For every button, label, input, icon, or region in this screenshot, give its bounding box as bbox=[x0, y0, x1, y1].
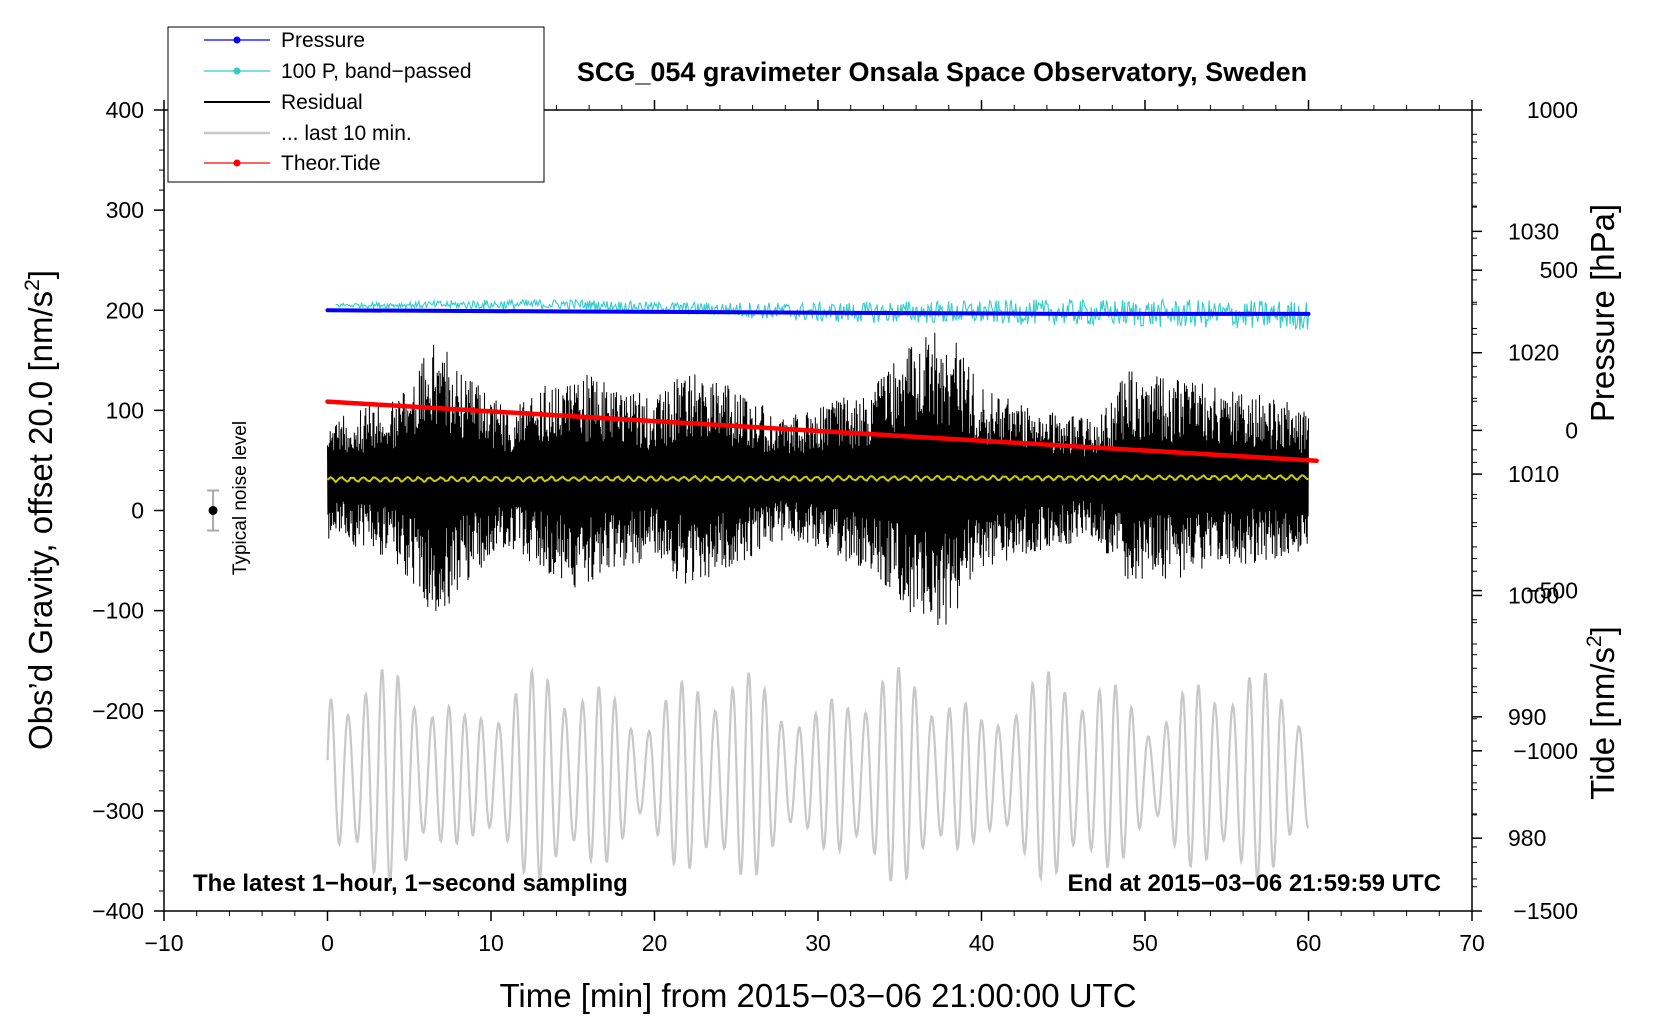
series-pressure bbox=[325, 308, 1311, 316]
chart-title: SCG_054 gravimeter Onsala Space Observat… bbox=[577, 57, 1307, 87]
series-last-10-min bbox=[326, 666, 1310, 884]
legend-label-tide: Theor.Tide bbox=[281, 152, 381, 175]
series-residual-mean bbox=[326, 473, 1309, 484]
pressure-tick-label: 1010 bbox=[1508, 461, 1559, 487]
x-tick-label: 50 bbox=[1132, 930, 1158, 956]
pressure-tick-label: 1020 bbox=[1508, 340, 1559, 366]
x-tick-label: 60 bbox=[1296, 930, 1322, 956]
legend-marker-bandpassed bbox=[233, 67, 241, 75]
pressure-tick-label: 1030 bbox=[1508, 218, 1559, 244]
legend-marker-tide bbox=[233, 159, 241, 167]
legend-label-bandpassed: 100 P, band−passed bbox=[281, 60, 472, 83]
pressure-tick-label: 980 bbox=[1508, 825, 1546, 851]
tide-tick-label: −1500 bbox=[1513, 898, 1578, 924]
tide-axis-title-sup: 2 bbox=[1583, 635, 1606, 647]
x-tick-label: 30 bbox=[805, 930, 831, 956]
x-tick-label: 20 bbox=[642, 930, 668, 956]
pressure-axis-title: Pressure [hPa] bbox=[1584, 204, 1621, 422]
sampling-annotation: The latest 1−hour, 1−second sampling bbox=[193, 870, 628, 897]
x-tick-label: 40 bbox=[969, 930, 995, 956]
tide-tick-label: −1000 bbox=[1513, 738, 1578, 764]
legend-marker-pressure bbox=[233, 36, 241, 44]
x-tick-label: −10 bbox=[144, 930, 183, 956]
y-axis-title: Obs’d Gravity, offset 20.0 [nm/s2] bbox=[21, 270, 59, 750]
legend-entry-last10: ... last 10 min. bbox=[204, 122, 412, 145]
legend-box bbox=[167, 26, 545, 183]
y-tick-label: −200 bbox=[92, 698, 144, 724]
y-tick-label: −100 bbox=[92, 598, 144, 624]
tide-tick-label: 1000 bbox=[1527, 97, 1578, 123]
noise-level-marker: Typical noise level bbox=[207, 421, 251, 575]
x-axis-title: Time [min] from 2015−03−06 21:00:00 UTC bbox=[499, 977, 1136, 1014]
y-tick-label: 400 bbox=[106, 97, 144, 123]
legend-entry-bandpassed: 100 P, band−passed bbox=[204, 60, 472, 83]
tide-tick-label: 0 bbox=[1565, 417, 1578, 443]
legend-entry-tide: Theor.Tide bbox=[204, 152, 381, 175]
tide-axis-title-end: ] bbox=[1584, 626, 1621, 635]
tide-tick-label: 500 bbox=[1540, 257, 1578, 283]
series-band-passed bbox=[335, 297, 1310, 331]
x-tick-label: 0 bbox=[321, 930, 334, 956]
y-tick-label: −400 bbox=[92, 898, 144, 924]
axes-layer: −10 0 10 20 30 40 50 60 70−400−300−200−100010020… bbox=[92, 97, 1578, 956]
y-tick-label: 200 bbox=[106, 297, 144, 323]
pressure-tick-label: 990 bbox=[1508, 704, 1546, 730]
y-axis-title-end: ] bbox=[22, 270, 59, 279]
y-axis-title-sup: 2 bbox=[21, 279, 44, 291]
pressure-tick-label: 1000 bbox=[1508, 582, 1559, 608]
series-residual bbox=[327, 332, 1309, 626]
legend: Pressure 100 P, band−passed Residual ...… bbox=[167, 26, 545, 183]
tide-axis-title-main: Tide [nm/s bbox=[1584, 647, 1621, 800]
legend-entry-residual: Residual bbox=[204, 91, 363, 114]
noise-level-label: Typical noise level bbox=[230, 421, 251, 575]
x-tick-label: 10 bbox=[478, 930, 504, 956]
y-tick-label: 100 bbox=[106, 397, 144, 423]
tide-tick-label: −500 bbox=[1526, 578, 1578, 604]
y-tick-label: −300 bbox=[92, 798, 144, 824]
noise-dot bbox=[208, 506, 218, 515]
legend-label-pressure: Pressure bbox=[281, 29, 365, 52]
end-time-annotation: End at 2015−03−06 21:59:59 UTC bbox=[1067, 870, 1441, 897]
legend-entry-pressure: Pressure bbox=[204, 29, 365, 52]
legend-label-last10: ... last 10 min. bbox=[281, 122, 412, 145]
y-axis-title-main: Obs’d Gravity, offset 20.0 [nm/s bbox=[22, 291, 59, 750]
y-tick-label: 0 bbox=[131, 498, 144, 524]
data-layer bbox=[325, 297, 1319, 884]
y-tick-label: 300 bbox=[106, 197, 144, 223]
series-theor-tide bbox=[325, 399, 1319, 464]
legend-label-residual: Residual bbox=[281, 91, 363, 114]
x-tick-label: 70 bbox=[1459, 930, 1485, 956]
tide-axis-title: Tide [nm/s2] bbox=[1583, 626, 1621, 800]
